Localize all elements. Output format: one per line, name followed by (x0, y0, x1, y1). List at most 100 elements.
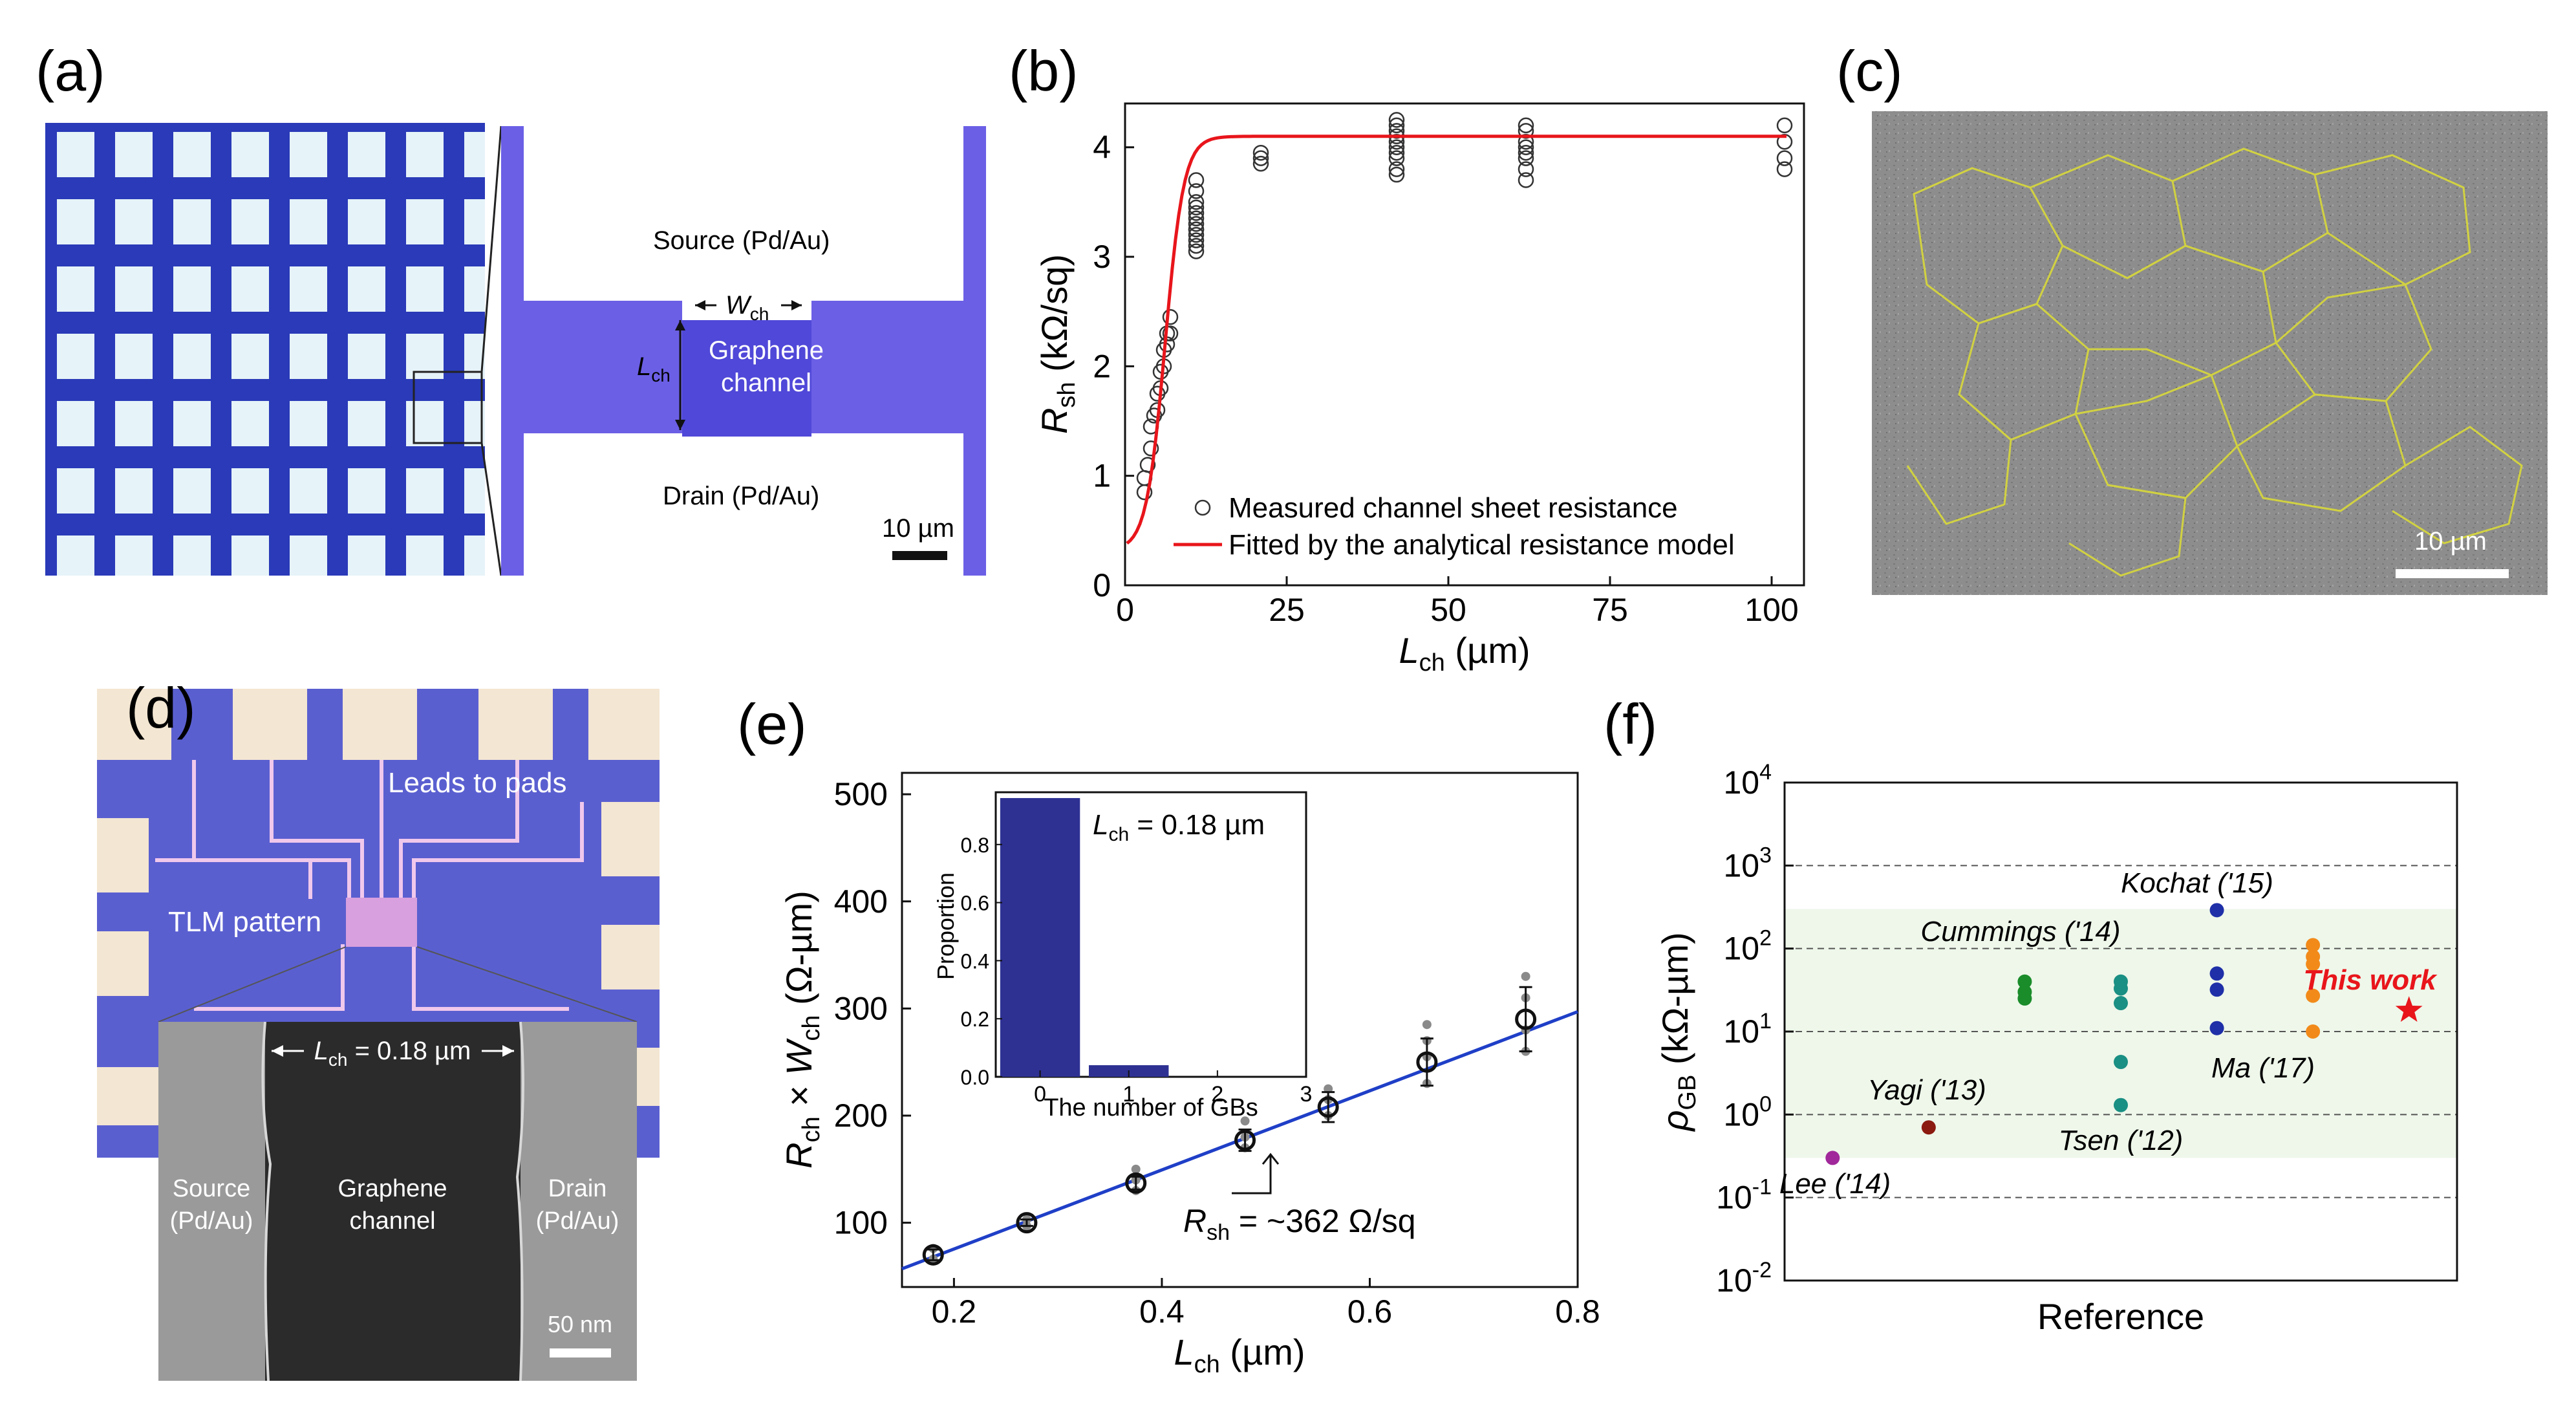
scale-bar-c-label: 10 µm (2414, 527, 2487, 556)
plot-f-ticks: 10-2 10-1 100 101 102 103 104 (1716, 760, 1794, 1299)
measured-point (1388, 112, 1405, 128)
label-tsen: Tsen ('12) (2059, 1125, 2184, 1156)
measured-point (1188, 226, 1205, 243)
measured-point (1518, 144, 1534, 161)
reference-point (2306, 988, 2321, 1003)
inset-x-tick-label: 3 (1300, 1082, 1313, 1107)
mean-point (1515, 1008, 1537, 1030)
panel-a: (a) Source (Pd/Au) Drain (Pd/Au) Wch Lch… (36, 39, 986, 576)
panel-d: (d) Leads to pads TLM pattern Lch = 0.18… (97, 676, 660, 1381)
x-tick-label-b: 100 (1744, 592, 1798, 628)
inset-x-tick-label: 0 (1034, 1082, 1046, 1107)
zoom-box (413, 371, 483, 444)
device-right-bar (963, 126, 986, 576)
sem-left-edge (261, 1021, 272, 1381)
zoom-line-top (480, 125, 502, 373)
measured-point (1188, 172, 1205, 188)
y-tick-label-e: 300 (834, 990, 888, 1026)
zoom-line-d-right (416, 946, 638, 1022)
optical-micrograph-array (45, 123, 485, 576)
inset-x-tick-label: 1 (1122, 1082, 1135, 1107)
label-cummings: Cummings ('14) (1920, 916, 2120, 947)
reference-point (2306, 1024, 2321, 1039)
raw-point (1131, 1164, 1141, 1174)
x-tick-label-e: 0.2 (932, 1293, 977, 1330)
plot-b-frame (1124, 102, 1805, 587)
y-tick-label-e: 400 (834, 883, 888, 920)
reference-point (2209, 966, 2224, 981)
mean-point (1125, 1172, 1147, 1194)
measured-point (1188, 205, 1205, 221)
plot-b-ylabel: Rsh (kΩ/sq) (1034, 254, 1080, 434)
measured-point (1388, 161, 1405, 177)
panel-f-label: (f) (1604, 692, 1657, 756)
lch-label: Lch (637, 352, 671, 385)
reference-point (2209, 1021, 2224, 1035)
measured-point (1188, 221, 1205, 237)
measured-point (1143, 440, 1159, 457)
mean-point (1317, 1096, 1339, 1118)
panel-b-label: (b) (1009, 39, 1079, 103)
x-tick-label-e: 0.4 (1139, 1293, 1185, 1330)
measured-point (1162, 308, 1179, 325)
inset-y-tick-label: 0.8 (961, 834, 989, 857)
sem-channel-line2: channel (349, 1207, 435, 1235)
sem-channel-line1: Graphene (338, 1175, 447, 1202)
measured-point (1518, 117, 1534, 134)
raw-point (1240, 1116, 1250, 1126)
source-label: Source (Pd/Au) (653, 226, 830, 255)
reference-point (2114, 974, 2128, 989)
channel-label-line2: channel (721, 369, 811, 397)
scale-bar-a (892, 551, 947, 560)
plot-f-points (1825, 903, 2423, 1165)
measured-point (1518, 150, 1534, 166)
measured-point (1188, 232, 1205, 248)
measured-point (1188, 199, 1205, 216)
device-left-bar (501, 126, 524, 576)
y-tick-label-e: 500 (834, 776, 888, 812)
y-tick-label-b: 3 (1093, 239, 1111, 275)
measured-point (1518, 123, 1534, 139)
reference-point (2209, 982, 2224, 997)
measured-point (1139, 457, 1156, 473)
label-kochat: Kochat ('15) (2121, 867, 2273, 899)
reference-point (2209, 903, 2224, 918)
fit-curve (1126, 135, 1787, 545)
reference-point (2306, 938, 2321, 953)
measured-point (1388, 123, 1405, 139)
panel-e-label: (e) (737, 692, 807, 756)
measured-point (1518, 139, 1534, 155)
rsh-arrow (1232, 1152, 1280, 1195)
y-tick-label-f: 104 (1723, 760, 1772, 801)
inset-x-tick-label: 2 (1211, 1082, 1223, 1107)
legend-b-fit: Fitted by the analytical resistance mode… (1229, 529, 1735, 561)
sem-right-edge (515, 1021, 524, 1381)
tlm-pattern-box (346, 898, 417, 947)
inset-y-tick-label: 0.2 (961, 1008, 989, 1031)
scale-bar-d-label: 50 nm (548, 1311, 612, 1337)
fit-line-e (901, 1010, 1578, 1271)
measured-point (1188, 243, 1205, 259)
inset-histogram: 0 1 2 3 0.0 0.2 0.4 0.6 0.8 (961, 797, 1313, 1107)
source-lead-right (811, 301, 963, 433)
inset-y-tick-label: 0.4 (961, 949, 989, 973)
graphene-channel-region (682, 320, 811, 437)
mean-point (922, 1244, 944, 1266)
panel-c-label: (c) (1836, 39, 1903, 103)
measured-point (1252, 150, 1269, 166)
sem-drain-line2: (Pd/Au) (536, 1207, 619, 1235)
inset-bar (1000, 797, 1080, 1077)
measured-point (1776, 161, 1793, 177)
y-tick-label-b: 0 (1093, 567, 1111, 603)
zoom-line-d-left (158, 946, 347, 1022)
panel-d-label: (d) (126, 676, 196, 740)
measured-point (1388, 134, 1405, 150)
y-tick-label-b: 4 (1093, 129, 1111, 166)
reference-point (1921, 1120, 1936, 1135)
y-tick-label-b: 1 (1093, 458, 1111, 494)
sem-channel-region (265, 1022, 521, 1381)
panel-a-label: (a) (36, 39, 105, 103)
measured-point (1162, 325, 1179, 341)
sem-drain-line1: Drain (548, 1175, 607, 1202)
